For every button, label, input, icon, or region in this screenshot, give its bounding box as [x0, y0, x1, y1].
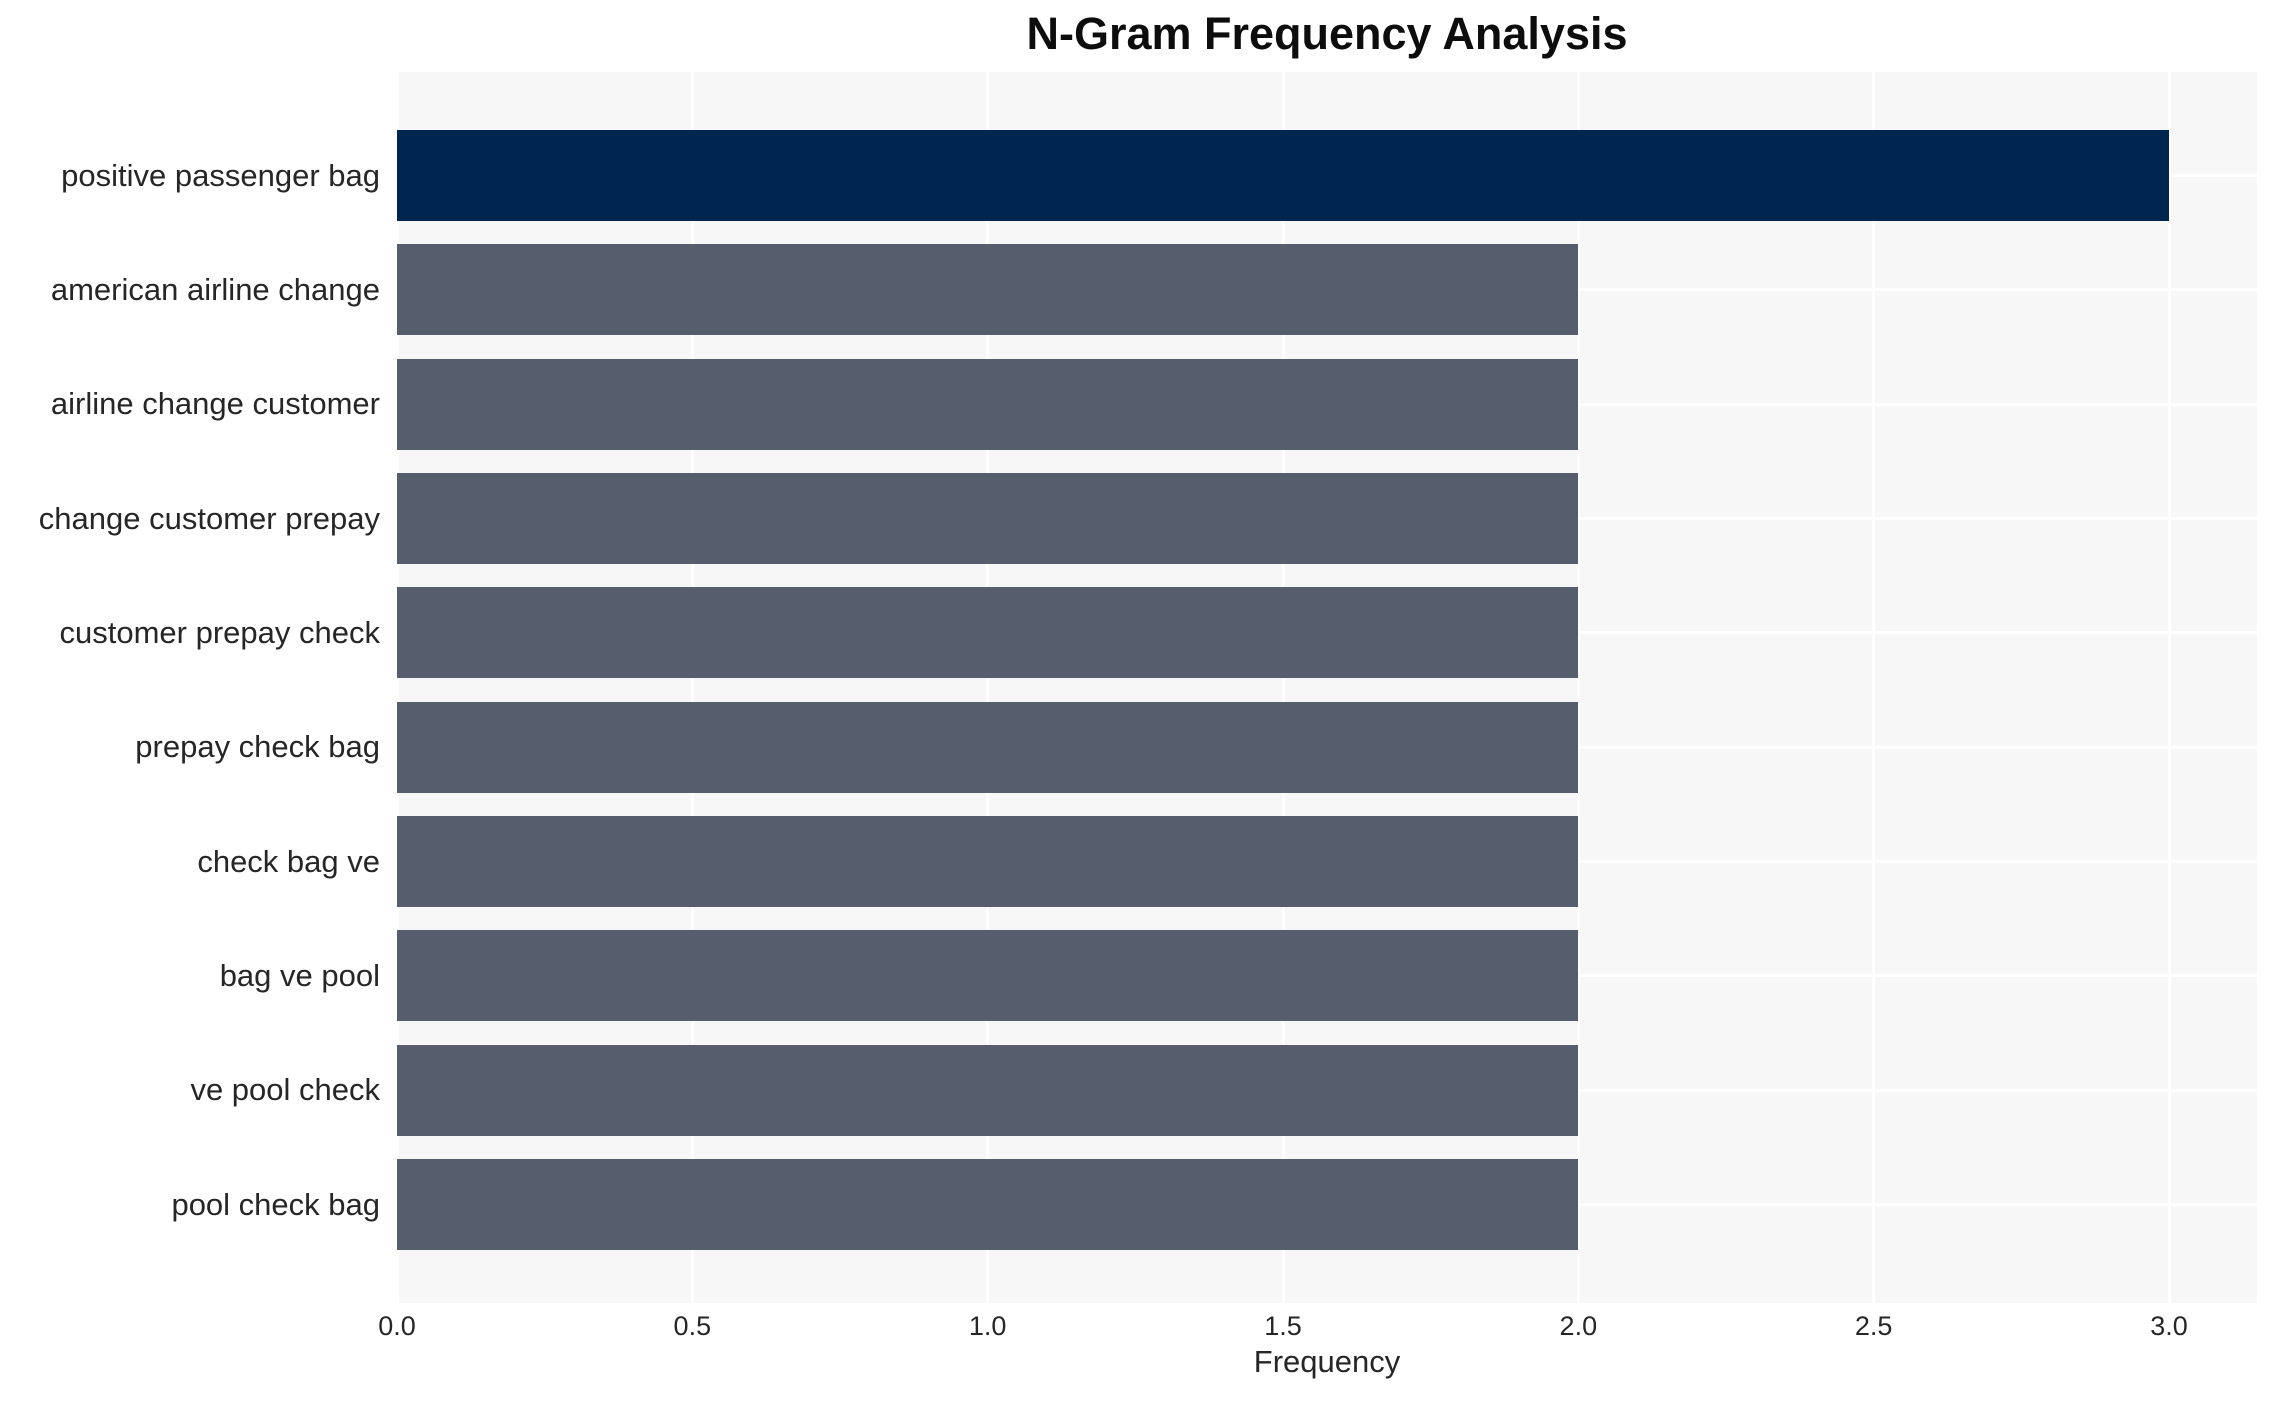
- bar: [397, 816, 1579, 908]
- vertical-gridline: [690, 72, 694, 1303]
- bar: [397, 130, 2169, 221]
- bar: [397, 701, 1579, 793]
- x-tick-label: 3.0: [2150, 1311, 2188, 1341]
- x-tick-label: 2.5: [1854, 1311, 1893, 1341]
- bar: [397, 1159, 1579, 1251]
- y-axis-label: bag ve pool: [219, 957, 380, 993]
- vertical-gridline: [395, 72, 399, 1303]
- vertical-gridline: [1576, 72, 1580, 1303]
- y-axis-label: airline change customer: [50, 386, 380, 422]
- vertical-gridline: [1281, 72, 1285, 1303]
- y-axis-label: check bag ve: [197, 843, 380, 879]
- x-tick-label: 1.0: [968, 1311, 1007, 1341]
- bar: [397, 930, 1579, 1022]
- x-tick-label: 2.0: [1559, 1311, 1598, 1341]
- x-tick-label: 0.5: [673, 1311, 712, 1341]
- x-axis-title: Frequency: [1253, 1344, 1401, 1379]
- y-axis-label: positive passenger bag: [61, 157, 380, 193]
- y-axis-label: change customer prepay: [38, 500, 380, 536]
- bar: [397, 587, 1579, 679]
- x-tick-label: 0.0: [378, 1311, 416, 1341]
- y-axis-label: american airline change: [50, 271, 380, 307]
- y-axis-label: prepay check bag: [135, 729, 380, 765]
- bar: [397, 1044, 1579, 1136]
- vertical-gridline: [2167, 72, 2171, 1303]
- y-axis-label: customer prepay check: [59, 614, 380, 650]
- bar: [397, 244, 1579, 336]
- x-tick-label: 1.5: [1264, 1311, 1302, 1341]
- bar: [397, 473, 1579, 565]
- plot-area: [395, 72, 2257, 1303]
- bar: [397, 358, 1579, 450]
- y-axis-label: ve pool check: [190, 1072, 380, 1108]
- vertical-gridline: [986, 72, 990, 1303]
- y-axis-label: pool check bag: [171, 1186, 380, 1222]
- vertical-gridline: [1872, 72, 1876, 1303]
- chart-title: N-Gram Frequency Analysis: [1026, 8, 1628, 59]
